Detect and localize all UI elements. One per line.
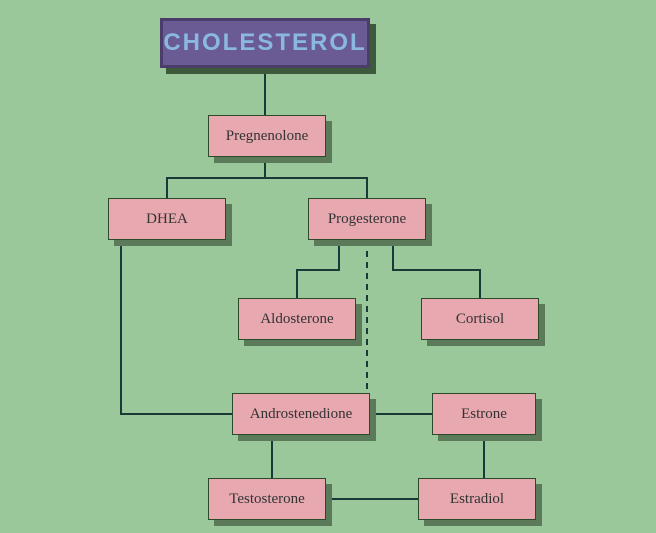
edges-layer xyxy=(0,0,656,533)
node-estrone: Estrone xyxy=(432,393,536,435)
edge-pregnenolone-dhea xyxy=(167,157,265,198)
node-progesterone: Progesterone xyxy=(308,198,426,240)
edge-pregnenolone-progesterone xyxy=(265,157,367,198)
node-testosterone: Testosterone xyxy=(208,478,326,520)
node-cortisol: Cortisol xyxy=(421,298,539,340)
edge-dhea-androstenedione xyxy=(121,240,232,414)
edge-progesterone-aldosterone xyxy=(297,240,339,298)
node-dhea: DHEA xyxy=(108,198,226,240)
node-androstenedione: Androstenedione xyxy=(232,393,370,435)
title-node: CHOLESTEROL xyxy=(160,18,370,68)
node-pregnenolone: Pregnenolone xyxy=(208,115,326,157)
node-aldosterone: Aldosterone xyxy=(238,298,356,340)
node-estradiol: Estradiol xyxy=(418,478,536,520)
edge-progesterone-cortisol xyxy=(393,240,480,298)
